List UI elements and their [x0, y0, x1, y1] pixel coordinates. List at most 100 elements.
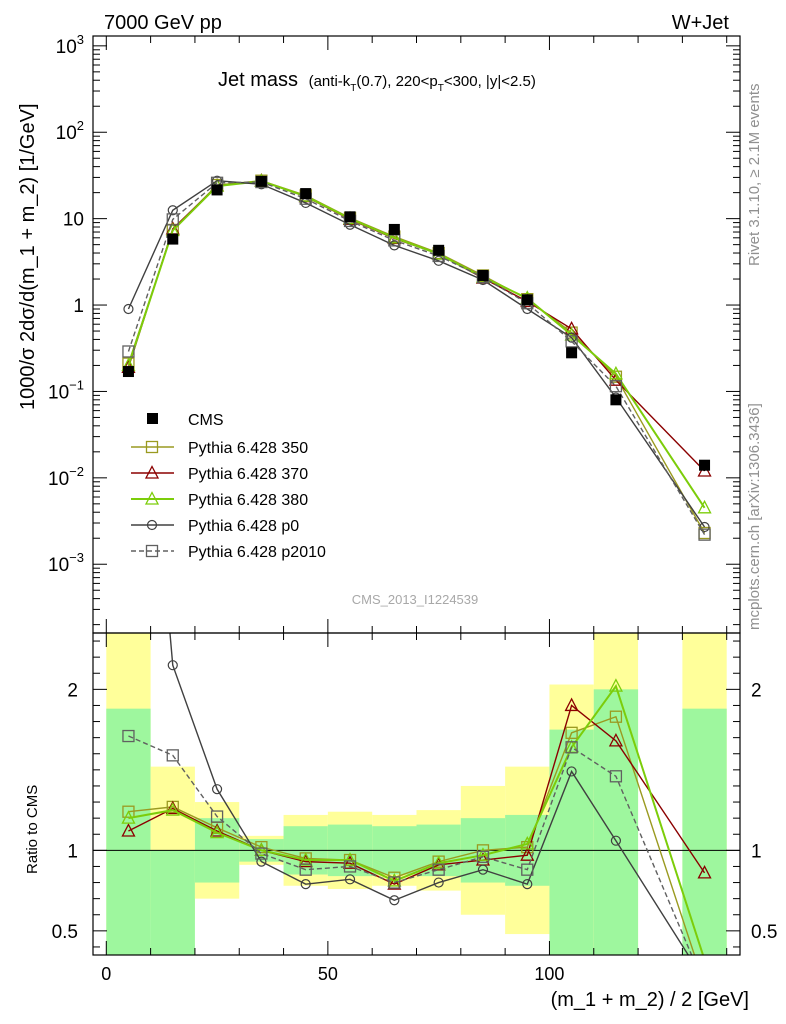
ratio-point: [476, 850, 490, 863]
band-inner: [150, 850, 195, 955]
band-inner: [106, 708, 151, 955]
header-right: W+Jet: [672, 12, 730, 34]
ratio-point: [521, 863, 534, 876]
ratio-point: [210, 810, 224, 823]
legend-marker: [145, 544, 159, 558]
plot-title-main: Jet mass: [218, 69, 298, 91]
series-point: [166, 213, 179, 226]
ratio-point: [387, 876, 402, 890]
ratio-point: [121, 823, 136, 837]
ratio-point: [609, 770, 623, 783]
data-point: [433, 244, 445, 256]
band-inner: [682, 708, 727, 955]
ratio-point: [166, 749, 179, 762]
plot-title-cut-0: (anti-k: [309, 73, 351, 90]
series-point: [609, 380, 623, 393]
ratio-point: [475, 847, 491, 861]
series-point: [608, 365, 623, 380]
ratio-tick-label-right: 2: [751, 680, 762, 701]
ratio-point: [389, 895, 400, 906]
ratio-point: [343, 860, 357, 873]
ratio-point: [697, 864, 712, 879]
plot-title-cut-4: <300, |y|<2.5): [444, 73, 536, 90]
ratio-point: [433, 877, 444, 888]
x-tick-label: 50: [318, 964, 338, 984]
y-tick-label: 10−1: [48, 377, 84, 403]
ratio-panel-series: [121, 633, 712, 955]
ratio-line: [128, 735, 693, 955]
ratio-point: [522, 879, 533, 890]
ratio-tick-label-left: 0.5: [52, 922, 78, 943]
ratio-point: [342, 852, 358, 866]
ratio-point: [211, 784, 223, 795]
ratio-point: [608, 678, 623, 692]
x-tick-label: 0: [101, 964, 111, 984]
ratio-point: [165, 800, 180, 815]
series-point: [698, 528, 711, 541]
y-tick-label: 10: [63, 210, 84, 231]
ratio-point: [431, 855, 446, 869]
ratio-point: [609, 710, 623, 723]
data-point: [566, 347, 578, 359]
ratio-point: [210, 824, 225, 839]
band-inner: [549, 729, 594, 955]
ratio-point: [565, 741, 578, 754]
data-point: [477, 269, 489, 281]
ratio-tick-label-left: 1: [67, 841, 78, 862]
ratio-point: [520, 836, 535, 850]
series-line: [127, 180, 706, 509]
ratio-point: [255, 847, 268, 860]
legend: CMS Pythia 6.428 350 Pythia 6.428 370 Pyth…: [131, 412, 326, 561]
ratio-point: [564, 697, 579, 712]
ratio-point: [167, 660, 178, 671]
ratio-point: [388, 876, 401, 889]
legend-label: Pythia 6.428 380: [188, 492, 308, 509]
ratio-tick-label-left: 2: [67, 680, 78, 701]
series-point: [565, 335, 578, 348]
ratio-tick-label-right: 1: [751, 841, 762, 862]
main-panel-series: [121, 173, 712, 541]
ratio-point: [256, 856, 267, 867]
data-point: [167, 233, 179, 245]
data-point: [300, 188, 312, 200]
ratio-point: [298, 852, 313, 866]
ratio-point: [566, 766, 577, 777]
legend-marker: [146, 519, 158, 531]
data-point: [388, 223, 400, 235]
ratio-point: [344, 874, 356, 885]
y-axis-title: 1000/σ 2dσ/d(m_1 + m_2) [1/GeV]: [17, 103, 39, 410]
y-tick-label: 10−3: [48, 550, 84, 576]
mcplots-label: mcplots.cern.ch [arXiv:1306.3436]: [746, 403, 763, 630]
ratio-tick-label-right: 0.5: [751, 922, 777, 943]
ratio-line: [128, 704, 706, 885]
ratio-point: [121, 810, 136, 824]
plot-title-cut-2: (0.7), 220<p: [356, 73, 437, 90]
legend-marker-cms: [147, 413, 158, 424]
data-point: [610, 394, 622, 406]
legend-marker: [145, 440, 159, 454]
legend-label: Pythia 6.428 350: [188, 440, 308, 457]
data-point: [344, 211, 356, 223]
series-point: [122, 345, 135, 358]
header-left: 7000 GeV pp: [104, 12, 222, 34]
ratio-point: [520, 847, 535, 861]
data-point: [255, 175, 267, 187]
ratio-point: [122, 729, 135, 743]
plot-title-cut-1: T: [350, 83, 356, 94]
rivet-label: Rivet 3.1.10, ≥ 2.1M events: [746, 84, 763, 267]
ratio-axis-title: Ratio to CMS: [24, 785, 41, 874]
ratio-point: [608, 732, 623, 747]
legend-marker: [144, 465, 160, 479]
chart-labels: 7000 GeV pp W+Jet CMS_2013_I1224539 Rive…: [17, 12, 763, 1011]
legend-marker: [144, 491, 160, 505]
ratio-point: [432, 863, 445, 876]
y-tick-label: 102: [56, 118, 84, 144]
watermark: CMS_2013_I1224539: [352, 592, 479, 607]
ratio-point: [254, 842, 269, 856]
ratio-point: [165, 802, 180, 816]
series-point: [123, 303, 134, 315]
data-point: [122, 366, 134, 378]
legend-label-cms: CMS: [188, 412, 224, 429]
y-tick-label: 1: [73, 296, 84, 317]
